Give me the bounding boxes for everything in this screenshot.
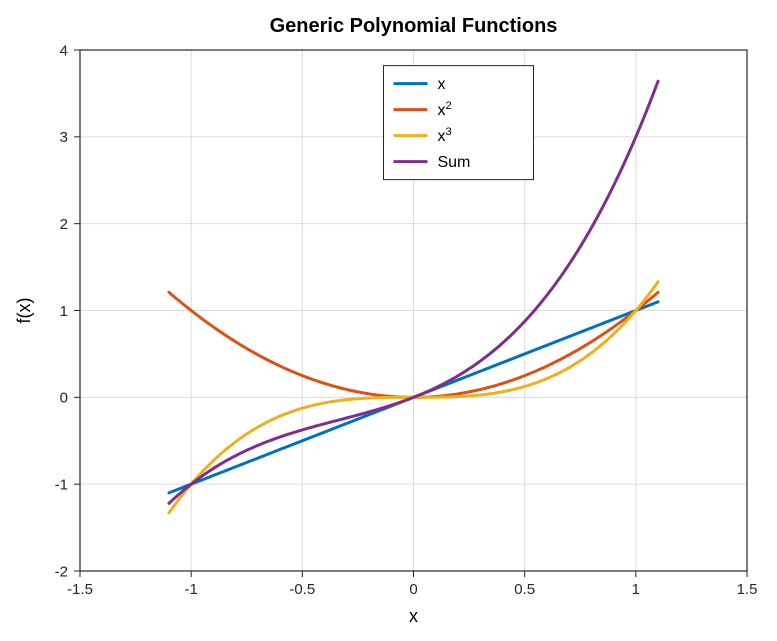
legend: xx2x3Sum <box>383 66 533 180</box>
xtick-label: 1 <box>632 581 640 598</box>
ytick-label: 0 <box>60 390 68 407</box>
xtick-label: 0.5 <box>514 581 535 598</box>
chart-title: Generic Polynomial Functions <box>270 15 558 37</box>
legend-label-x: x <box>437 76 445 93</box>
legend-label-sum: Sum <box>437 154 470 171</box>
chart-container: -1.5 -1 -0.5 0 0.5 1 1.5 -2 -1 0 1 2 3 4 Generic Polyn… <box>0 0 777 641</box>
xtick-label: -1.5 <box>67 581 93 598</box>
ytick-label: 1 <box>60 303 68 320</box>
x-axis-label: x <box>409 606 418 626</box>
polynomial-chart: -1.5 -1 -0.5 0 0.5 1 1.5 -2 -1 0 1 2 3 4 Generic Polyn… <box>0 0 777 641</box>
y-axis-label: f(x) <box>14 298 34 324</box>
xtick-label: 0 <box>409 581 417 598</box>
xtick-label: 1.5 <box>737 581 758 598</box>
xtick-label: -1 <box>184 581 197 598</box>
ytick-label: -2 <box>55 563 68 580</box>
ytick-label: -1 <box>55 476 68 493</box>
ytick-label: 3 <box>60 129 68 146</box>
xtick-label: -0.5 <box>289 581 315 598</box>
ytick-label: 4 <box>60 42 68 59</box>
ytick-label: 2 <box>60 216 68 233</box>
